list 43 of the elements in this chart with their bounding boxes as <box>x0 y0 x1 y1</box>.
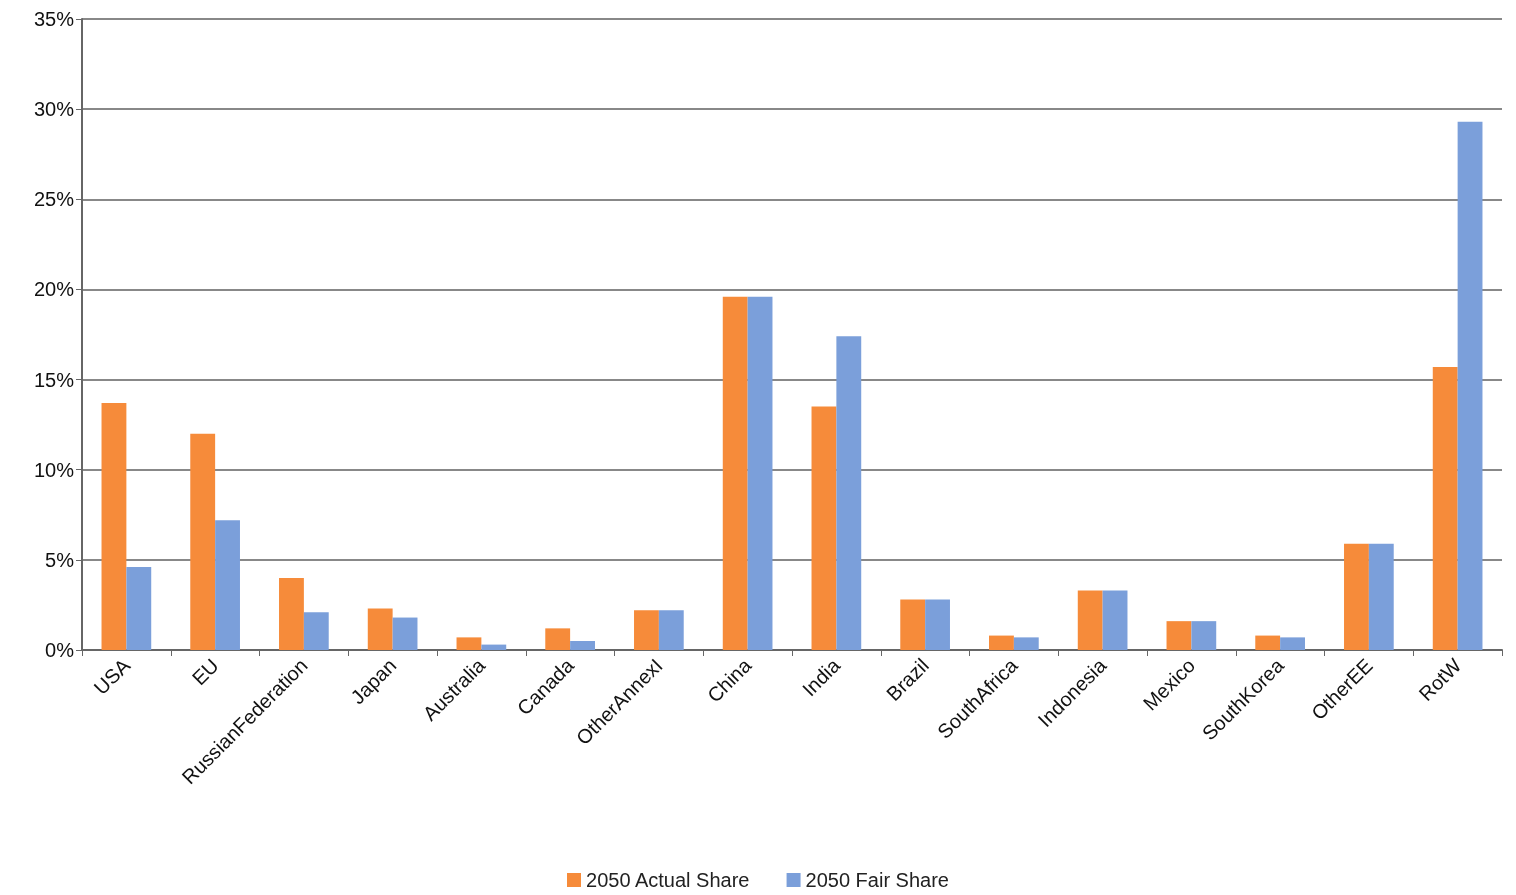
bar <box>367 608 393 650</box>
bar <box>279 577 304 650</box>
bar <box>1013 637 1039 650</box>
bar <box>481 644 507 650</box>
bar <box>722 296 748 650</box>
bar <box>303 612 329 650</box>
bar <box>811 406 837 650</box>
bar <box>1102 590 1128 650</box>
bar <box>570 640 595 650</box>
bar <box>1166 621 1192 650</box>
bar <box>101 403 127 650</box>
bar <box>634 610 659 650</box>
y-tick-label: 30% <box>33 98 75 121</box>
bar <box>392 617 418 650</box>
bar <box>1191 621 1217 650</box>
bar <box>989 635 1014 650</box>
bar <box>1344 543 1369 650</box>
bar <box>1280 637 1305 650</box>
legend-label: 2050 Actual Share <box>586 869 750 891</box>
y-tick-label: 0% <box>45 639 75 661</box>
bar <box>836 336 862 650</box>
x-tick-label: USA <box>89 653 135 699</box>
legend-label: 2050 Fair Share <box>805 869 949 891</box>
y-tick-label: 10% <box>33 458 75 481</box>
bar <box>925 599 950 650</box>
y-tick-label: 15% <box>33 368 75 391</box>
y-tick-label: 5% <box>45 548 75 571</box>
y-tick-label: 35% <box>33 8 75 30</box>
bar <box>456 637 482 650</box>
y-tick-label: 25% <box>33 188 75 211</box>
bar <box>1432 366 1458 650</box>
bar <box>1457 121 1483 650</box>
bar <box>747 296 773 650</box>
bar <box>658 610 684 650</box>
y-tick-label: 20% <box>33 278 75 301</box>
bar <box>545 628 571 650</box>
bar <box>1255 635 1281 650</box>
bar <box>1077 590 1103 650</box>
bar <box>215 520 240 650</box>
bar <box>900 599 926 650</box>
bar <box>190 433 216 650</box>
bar <box>1368 543 1394 650</box>
bar <box>126 567 152 650</box>
